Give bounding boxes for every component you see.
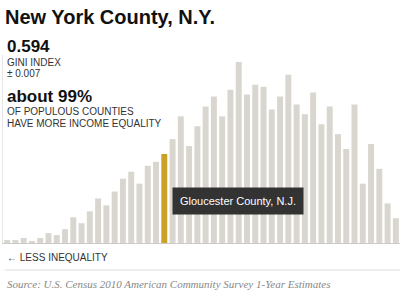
svg-text:± 0.007: ± 0.007 <box>7 68 41 79</box>
svg-text:0.594: 0.594 <box>7 37 50 56</box>
svg-text:Source: U.S. Census 2010 Ameri: Source: U.S. Census 2010 American Commun… <box>7 278 330 290</box>
svg-text:OF POPULOUS COUNTIES: OF POPULOUS COUNTIES <box>7 106 134 117</box>
svg-text:New York County, N.Y.: New York County, N.Y. <box>5 6 215 28</box>
svg-text:GINI INDEX: GINI INDEX <box>7 57 61 68</box>
svg-text:about 99%: about 99% <box>7 87 92 106</box>
svg-text:HAVE MORE INCOME EQUALITY: HAVE MORE INCOME EQUALITY <box>7 118 162 129</box>
svg-text:Gloucester County, N.J.: Gloucester County, N.J. <box>180 195 296 207</box>
svg-text:← LESS INEQUALITY: ← LESS INEQUALITY <box>7 252 108 263</box>
